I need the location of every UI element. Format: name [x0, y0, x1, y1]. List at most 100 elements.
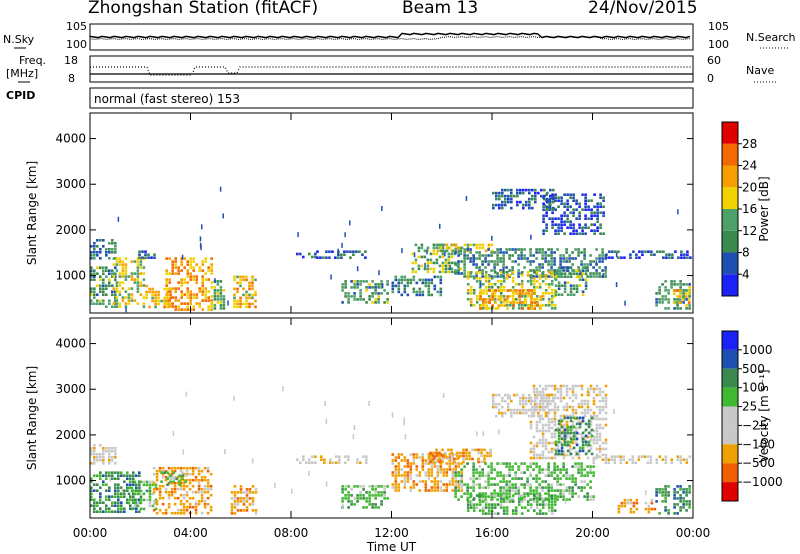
x-tick-label: 00:00	[73, 526, 108, 540]
velocity-cell	[505, 489, 508, 492]
power-cell	[553, 277, 557, 280]
velocity-cell	[403, 417, 406, 423]
velocity-cell	[391, 483, 395, 486]
power-cell	[421, 293, 425, 297]
power-cell	[90, 254, 93, 257]
power-cell	[517, 304, 521, 307]
power-cell	[478, 280, 482, 283]
power-cell	[554, 290, 558, 293]
power-cell	[356, 283, 359, 286]
power-cell	[216, 280, 220, 283]
power-cell	[550, 266, 553, 269]
velocity-cell	[568, 405, 572, 409]
velocity-cell	[511, 497, 515, 500]
velocity-cell	[111, 450, 114, 453]
velocity-cell	[233, 503, 237, 506]
power-cell	[359, 289, 362, 292]
power-cell	[563, 232, 566, 235]
velocity-cell	[173, 475, 177, 479]
power-cell	[466, 243, 470, 247]
power-cell	[108, 284, 111, 287]
velocity-cell	[93, 447, 96, 450]
velocity-cell	[571, 411, 575, 415]
velocity-cell	[478, 494, 482, 497]
power-cell	[479, 295, 482, 298]
velocity-cell	[538, 477, 541, 480]
power-cell	[421, 281, 425, 285]
power-cell	[541, 280, 545, 283]
power-cell	[478, 251, 481, 254]
power-colorbar-segment	[722, 122, 738, 144]
power-cell	[219, 280, 223, 283]
velocity-cell	[670, 458, 674, 461]
velocity-cell	[454, 492, 457, 495]
power-cell	[575, 199, 578, 202]
power-cell	[207, 290, 210, 293]
velocity-cell	[362, 494, 365, 497]
power-cell	[124, 272, 128, 275]
velocity-cell	[394, 489, 398, 492]
velocity-cell	[427, 471, 431, 474]
velocity-cell	[547, 408, 551, 412]
velocity-cell	[604, 423, 608, 427]
velocity-cell	[511, 512, 515, 515]
power-cell	[529, 274, 533, 277]
power-cell	[472, 275, 475, 278]
velocity-cell	[117, 507, 120, 510]
power-cell	[154, 299, 157, 303]
velocity-cell	[538, 429, 542, 433]
power-cell	[219, 292, 223, 295]
power-cell	[96, 239, 99, 242]
velocity-cell	[245, 491, 249, 494]
power-cell	[533, 292, 536, 295]
power-cell	[127, 287, 131, 290]
velocity-cell	[525, 408, 528, 412]
power-cell	[130, 287, 134, 290]
velocity-cell	[553, 462, 556, 465]
power-cell	[577, 254, 580, 257]
velocity-cell	[562, 414, 566, 418]
power-cell	[93, 257, 96, 260]
velocity-cell	[676, 458, 680, 461]
velocity-cell	[197, 484, 201, 488]
power-cell	[590, 214, 593, 217]
power-cell	[174, 260, 177, 263]
velocity-cell	[544, 396, 548, 400]
velocity-cell	[230, 503, 234, 506]
power-cell	[563, 202, 566, 205]
velocity-cell	[559, 390, 563, 394]
power-cell	[664, 289, 667, 292]
power-colorbar-tick-label: 28	[742, 137, 757, 151]
power-cell	[544, 251, 547, 254]
power-cell	[598, 272, 601, 275]
velocity-cell	[541, 396, 545, 400]
velocity-cell	[117, 477, 120, 480]
velocity-cell	[664, 491, 667, 494]
velocity-cell	[673, 512, 676, 515]
velocity-cell	[454, 489, 457, 492]
power-cell	[406, 293, 410, 297]
power-cell	[547, 248, 550, 251]
power-cell	[557, 223, 560, 226]
power-cell	[521, 301, 524, 304]
power-cell	[168, 281, 171, 284]
velocity-cell	[489, 450, 491, 455]
power-cell	[438, 264, 442, 268]
velocity-cell	[105, 483, 108, 486]
velocity-cell	[553, 500, 557, 503]
velocity-cell	[528, 414, 531, 418]
power-cell	[511, 307, 515, 310]
power-cell	[667, 307, 670, 310]
velocity-cell	[513, 408, 516, 412]
velocity-cell	[499, 497, 503, 500]
velocity-cell	[598, 393, 602, 397]
power-cell	[680, 256, 683, 259]
power-cell	[578, 226, 581, 229]
power-cell	[581, 193, 584, 196]
velocity-cell	[254, 509, 258, 512]
velocity-cell	[323, 458, 326, 461]
velocity-cell	[565, 498, 568, 501]
velocity-cell	[194, 490, 198, 494]
velocity-cell	[394, 480, 398, 483]
power-cell	[466, 248, 469, 251]
